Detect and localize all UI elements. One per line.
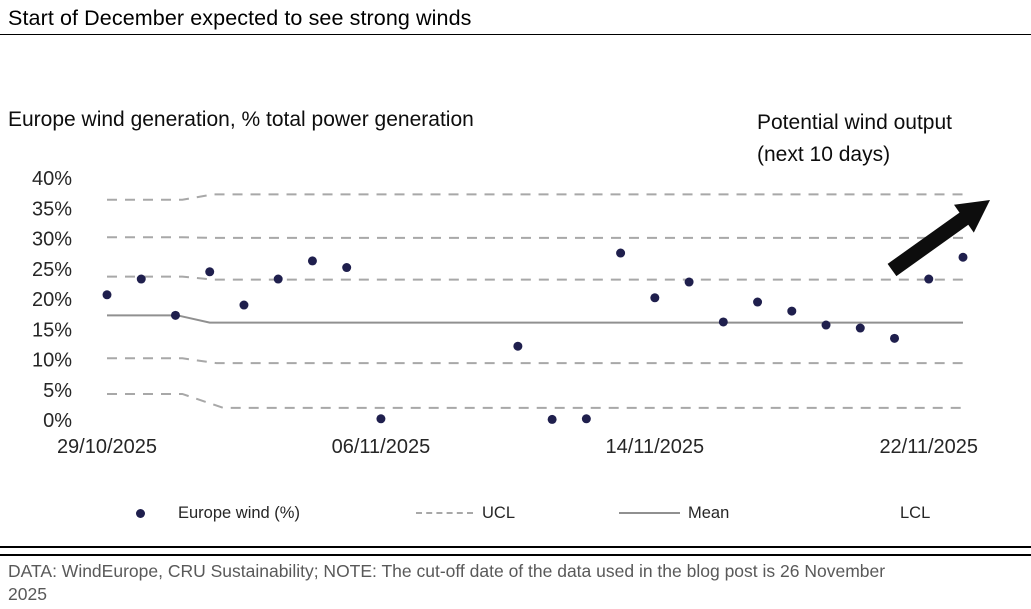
annotation-line-1: Potential wind output [757, 111, 952, 134]
data-point [684, 277, 694, 287]
control-line [107, 392, 963, 409]
data-point [273, 274, 283, 284]
legend-item-lcl: LCL [900, 502, 930, 524]
x-tick-label: 14/11/2025 [606, 436, 705, 458]
source-note-line-1: DATA: WindEurope, CRU Sustainability; NO… [8, 561, 886, 581]
data-point [513, 341, 523, 351]
title-divider [0, 34, 1031, 35]
x-tick-label: 22/11/2025 [879, 436, 978, 458]
y-tick-label: 5% [43, 380, 72, 402]
mean-line-marker [619, 512, 680, 514]
footer-divider-top [0, 546, 1031, 548]
y-tick-label: 10% [32, 350, 72, 372]
data-point [342, 263, 352, 273]
source-note: DATA: WindEurope, CRU Sustainability; NO… [8, 560, 1028, 605]
data-point [581, 414, 591, 424]
chart-subtitle: Europe wind generation, % total power ge… [8, 108, 474, 131]
data-point [547, 414, 557, 424]
y-tick-label: 25% [32, 259, 72, 281]
data-point [718, 317, 728, 327]
page-title: Start of December expected to see strong… [8, 6, 472, 30]
data-point [239, 300, 249, 310]
legend-item-mean: Mean [619, 502, 729, 524]
data-point [650, 293, 660, 303]
series-dot-marker [136, 508, 145, 518]
y-tick-label: 20% [32, 289, 72, 311]
control-chart-plot: 0% 5% 10% 15% 20% 25% 30% 35% 40% 29/10/2025 06/11… [32, 168, 978, 458]
data-point [102, 290, 112, 300]
chart-legend: Europe wind (%) UCL Mean LCL [0, 502, 1031, 524]
y-tick-label: 35% [32, 198, 72, 220]
x-tick-label: 29/10/2025 [57, 436, 157, 458]
y-tick-label: 15% [32, 319, 72, 341]
data-point [753, 297, 763, 307]
data-point [136, 274, 146, 284]
ucl-dashed-marker [416, 512, 473, 514]
legend-mean-label: Mean [688, 503, 730, 522]
data-point [170, 310, 180, 320]
annotation-line-2: (next 10 days) [757, 143, 891, 166]
control-line [107, 236, 963, 239]
legend-item-series: Europe wind (%) [136, 502, 300, 524]
data-point [855, 323, 865, 333]
footer-divider-bottom [0, 554, 1031, 556]
y-tick-label: 30% [32, 229, 72, 251]
legend-lcl-label: LCL [900, 503, 931, 522]
control-line [107, 275, 963, 281]
data-point [616, 248, 626, 258]
data-point [787, 306, 797, 316]
legend-item-ucl: UCL [416, 502, 515, 524]
control-line [107, 193, 963, 201]
data-point [205, 267, 215, 277]
y-tick-label: 40% [32, 168, 72, 190]
data-point [890, 333, 900, 343]
data-point [958, 252, 968, 262]
y-tick-label: 0% [43, 410, 72, 432]
legend-series-label: Europe wind (%) [178, 503, 300, 522]
annotation-text: Potential wind output (next 10 days) [757, 107, 1017, 171]
source-note-line-2: 2025 [8, 583, 47, 604]
control-line [107, 357, 963, 365]
data-point [376, 414, 386, 424]
data-point [307, 256, 317, 266]
legend-ucl-label: UCL [482, 503, 516, 522]
x-tick-label: 06/11/2025 [332, 436, 431, 458]
control-line [107, 314, 963, 324]
data-point [821, 320, 831, 330]
data-point [924, 274, 934, 284]
